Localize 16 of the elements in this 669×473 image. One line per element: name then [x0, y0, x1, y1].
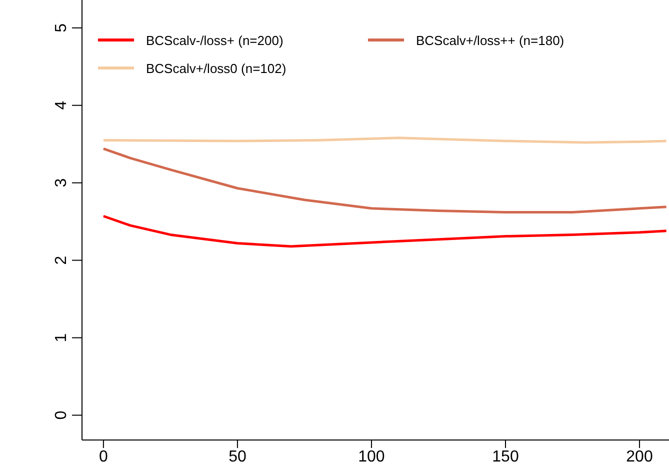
y-tick-label: 2	[53, 256, 70, 265]
line-series	[102, 214, 668, 248]
y-tick-label: 5	[53, 23, 70, 32]
y-tick-label: 4	[53, 100, 70, 110]
x-tick-label: 100	[358, 448, 385, 466]
legend-label: BCScalv+/loss0 (n=102)	[146, 61, 286, 76]
y-tick-label: 3	[53, 178, 70, 188]
x-tick-label: 150	[492, 448, 519, 466]
legend-label: BCScalv-/loss+ (n=200)	[146, 33, 284, 48]
y-tick-label: 0	[53, 410, 70, 420]
y-tick-label: 1	[53, 333, 70, 342]
legend-label: BCScalv+/loss++ (n=180)	[416, 33, 564, 48]
line-series	[102, 147, 668, 214]
x-tick-label: 50	[228, 448, 246, 466]
x-tick-label: 200	[626, 448, 653, 466]
x-tick-label: 0	[98, 448, 108, 466]
